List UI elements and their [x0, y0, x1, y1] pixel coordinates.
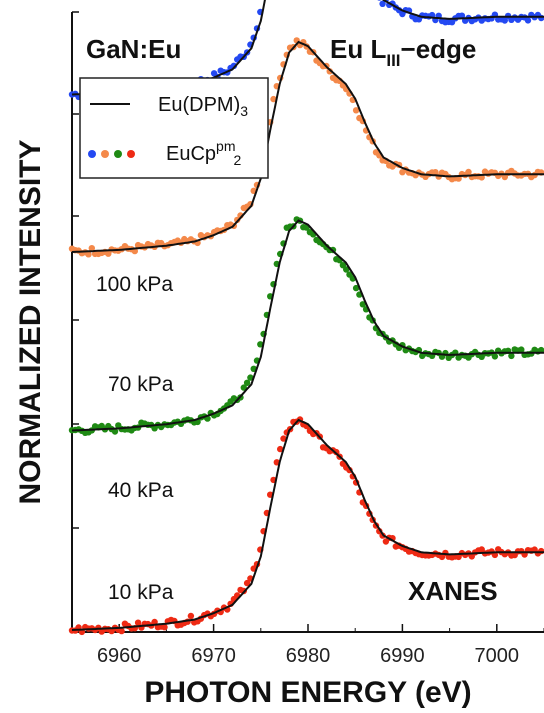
data-point: [134, 619, 142, 626]
series-label-70kpa: 70 kPa: [108, 373, 174, 396]
data-point: [326, 68, 333, 75]
legend: Eu(DPM)3 EuCppm 2: [79, 77, 269, 179]
data-point: [243, 579, 251, 587]
data-point: [85, 251, 92, 258]
data-point: [277, 445, 284, 453]
data-point: [270, 95, 277, 103]
xanes-label: XANES: [408, 576, 498, 606]
data-point: [524, 17, 532, 24]
edge-label-main: Eu L: [330, 34, 386, 64]
data-point: [491, 353, 499, 360]
legend-line-label-sub: 3: [240, 103, 248, 119]
series-label-10kpa: 10 kPa: [108, 581, 174, 604]
x-tick-label: 6990: [380, 645, 425, 667]
data-point: [343, 266, 350, 273]
reference-line: [71, 40, 544, 253]
data-point: [161, 624, 168, 631]
data-point: [257, 341, 264, 348]
data-point: [465, 168, 472, 176]
x-tick-label: 7000: [475, 645, 520, 667]
data-point: [377, 0, 382, 1]
y-axis-title: NORMALIZED INTENSITY: [14, 140, 47, 505]
data-point: [352, 107, 360, 114]
legend-line-label: Eu(DPM)3: [158, 94, 248, 119]
data-point: [111, 428, 119, 435]
edge-label: Eu LIII−edge: [330, 34, 476, 70]
legend-dots-label: EuCppm 2: [166, 138, 241, 168]
edge-label-sub: III: [386, 51, 400, 70]
reference-line: [71, 418, 544, 631]
data-point: [538, 346, 544, 354]
legend-dots-label-sub: 2: [233, 152, 241, 168]
legend-dots-label-main: EuCp: [166, 143, 216, 165]
data-point: [508, 352, 515, 360]
x-tick-label: 6960: [97, 645, 142, 667]
data-point: [240, 384, 247, 391]
sample-label: GaN:Eu: [86, 34, 181, 64]
data-point: [88, 245, 96, 252]
reference-line: [71, 219, 544, 432]
data-point: [247, 374, 254, 381]
data-point: [501, 17, 508, 24]
legend-dot-marker: [101, 150, 109, 158]
x-axis-title: PHOTON ENERGY (eV): [144, 676, 471, 709]
data-point: [359, 301, 366, 308]
data-point: [118, 627, 125, 635]
data-point: [432, 169, 439, 176]
series-label-40kpa: 40 kPa: [108, 479, 174, 502]
data-point: [458, 12, 466, 19]
edge-label-tail: −edge: [401, 34, 477, 64]
data-point: [379, 0, 386, 7]
data-point: [518, 346, 525, 353]
series-label-100kpa: 100 kPa: [96, 273, 173, 296]
legend-line-label-main: Eu(DPM): [158, 94, 240, 116]
data-point: [280, 435, 287, 442]
legend-dot-marker: [127, 150, 135, 158]
x-tick-label: 6970: [191, 645, 236, 667]
legend-dot-marker: [114, 150, 122, 158]
legend-dot-marker: [88, 150, 96, 158]
x-tick-label: 6980: [286, 645, 331, 667]
legend-dots-label-sup: pm: [216, 138, 235, 154]
data-point: [352, 284, 360, 292]
data-point: [187, 612, 195, 620]
data-point: [243, 379, 251, 386]
legend-box: [79, 77, 269, 179]
